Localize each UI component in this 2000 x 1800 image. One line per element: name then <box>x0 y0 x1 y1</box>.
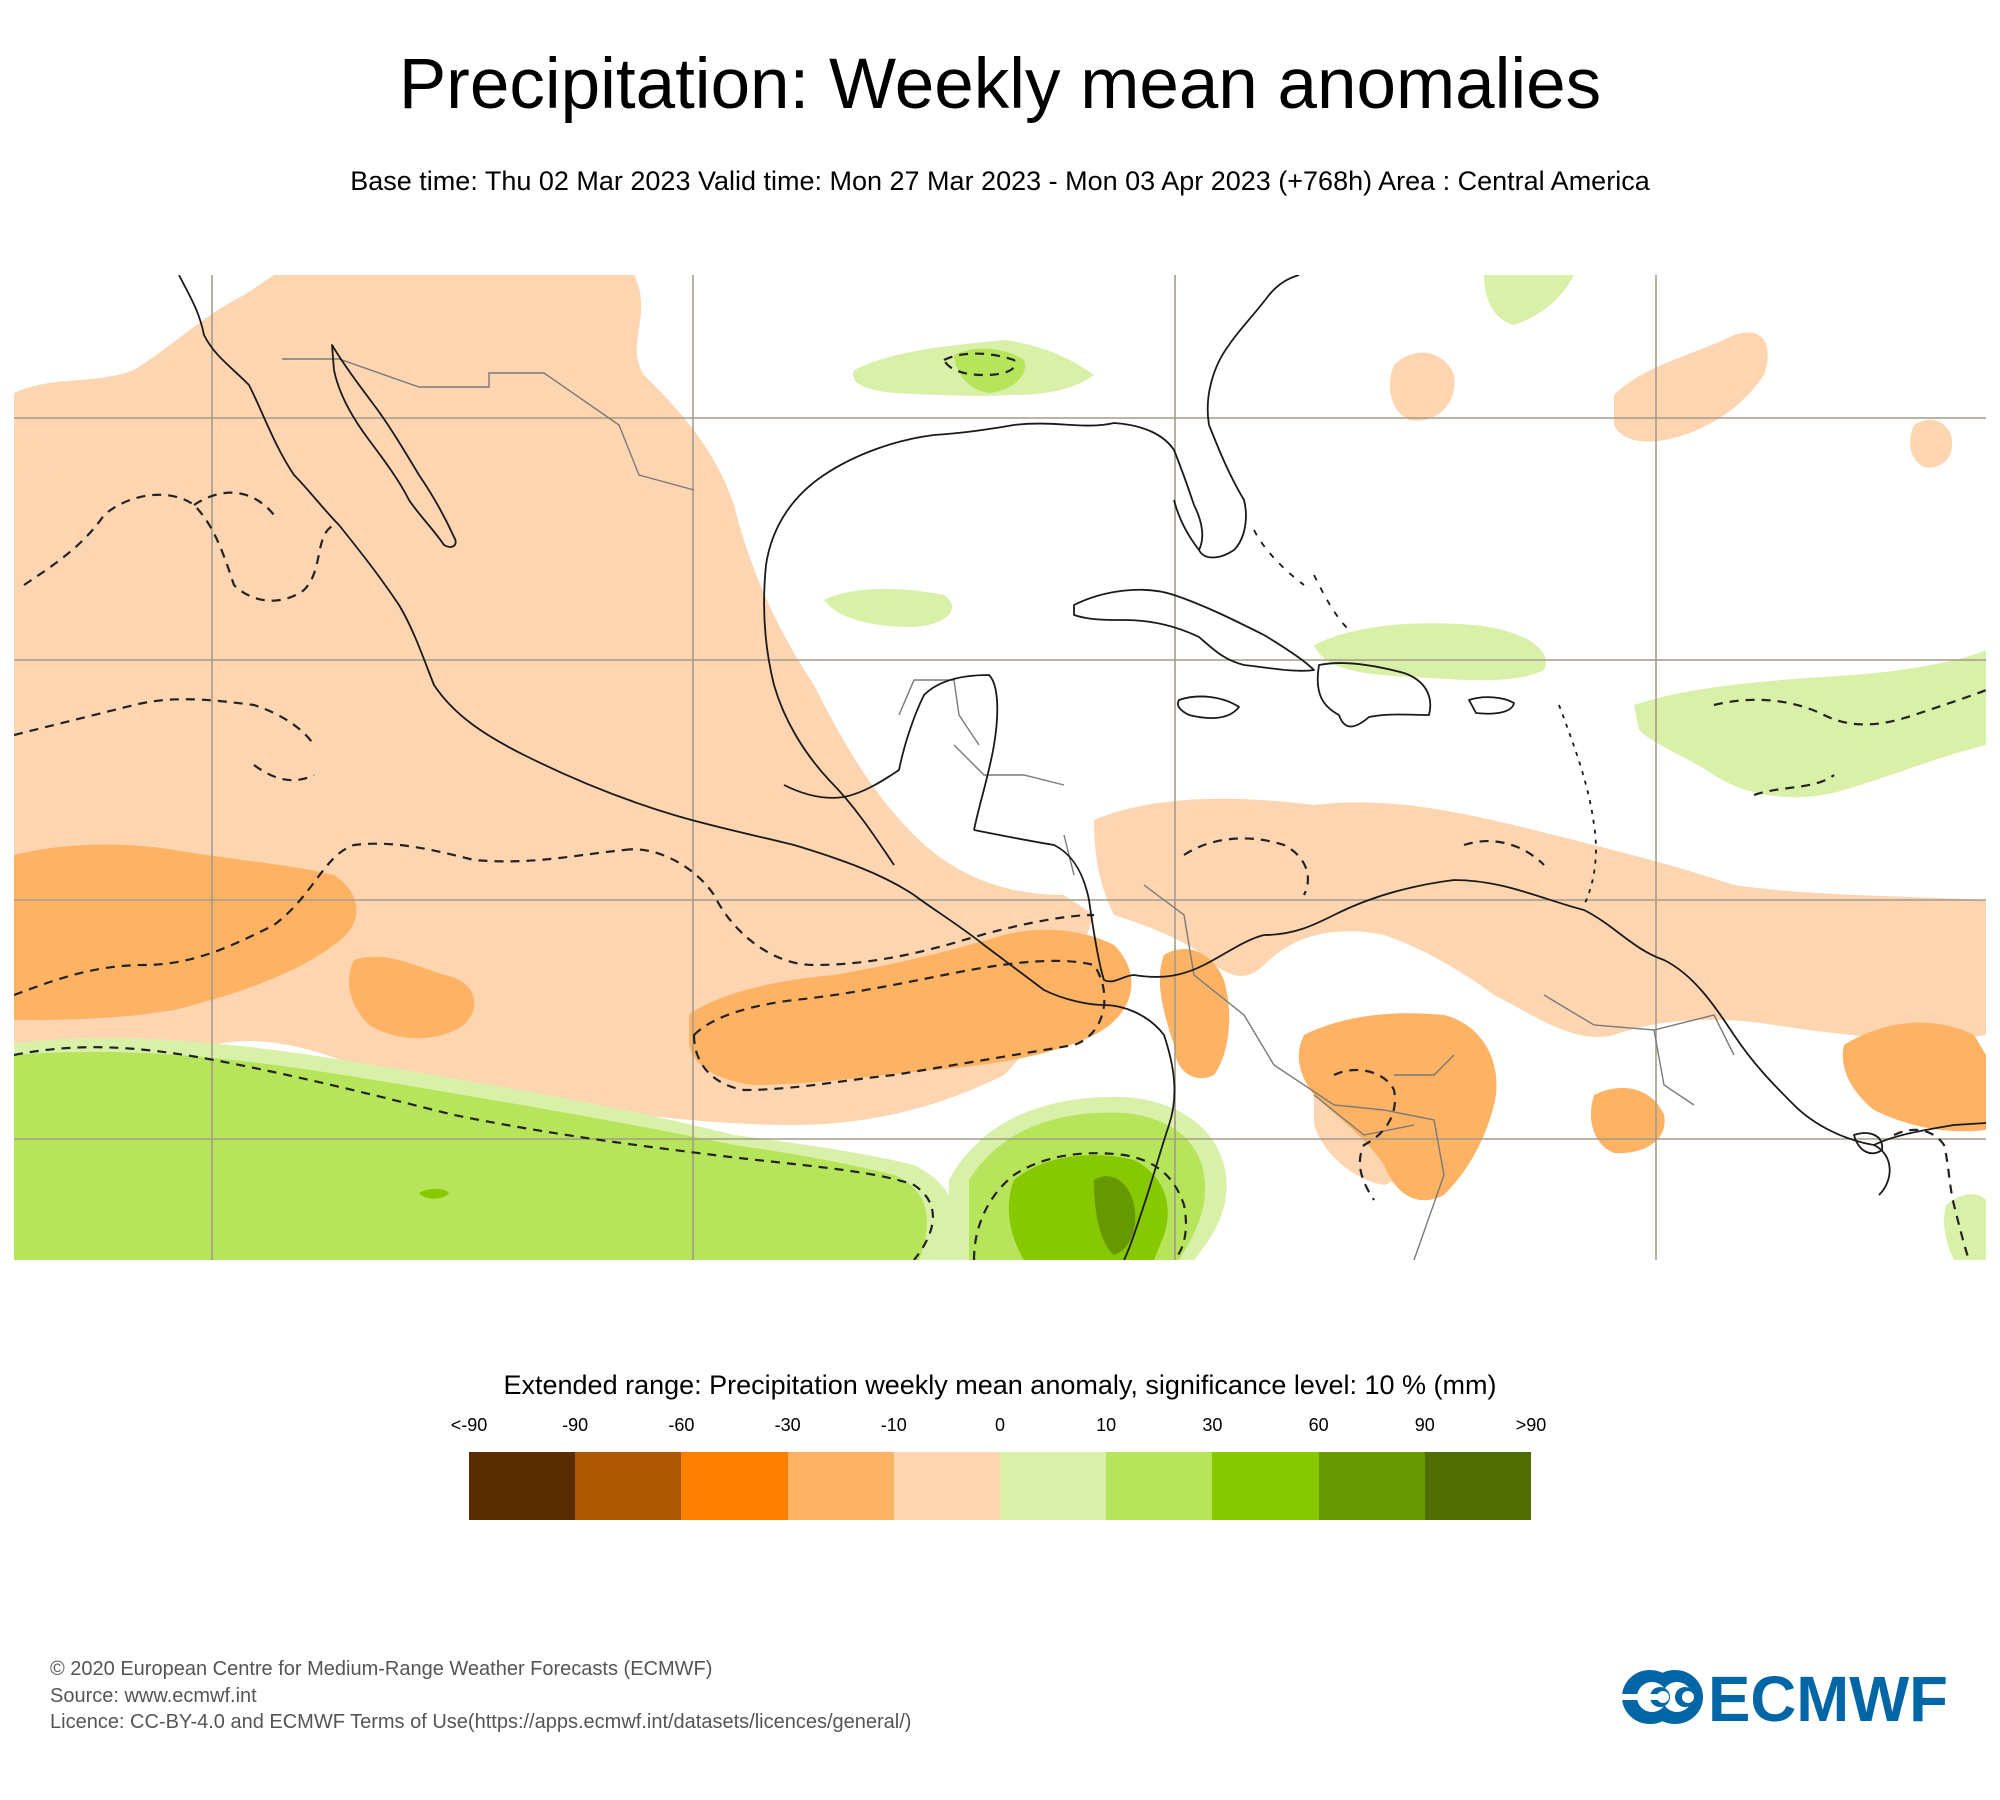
footer-source: Source: www.ecmwf.int <box>50 1684 257 1707</box>
legend-tick-label: 60 <box>1308 1415 1329 1435</box>
anomaly-area <box>1910 420 1953 468</box>
anomaly-area <box>1484 275 1574 325</box>
significance-contour <box>1333 1068 1397 1201</box>
significance-contours <box>14 352 1986 1260</box>
florida-tip <box>1173 424 1247 559</box>
anomaly-area <box>824 588 953 627</box>
significance-contour <box>14 842 1095 997</box>
gulf-coast-mexico-us <box>763 422 1204 866</box>
us-mexico-border <box>282 358 695 491</box>
footer-copyright: © 2020 European Centre for Medium-Range … <box>50 1658 713 1680</box>
baja-california <box>331 344 457 548</box>
anomaly-area <box>419 1188 449 1199</box>
anomaly-area <box>1094 798 1986 1040</box>
anomaly-area <box>1634 650 1986 798</box>
coastlines <box>178 275 1986 1260</box>
anomaly-area <box>14 1051 927 1260</box>
puerto-rico <box>1468 696 1515 715</box>
ecmwf-logo: ECMWF <box>1620 1664 1948 1730</box>
trinidad <box>1853 1132 1883 1155</box>
anomaly-area <box>954 348 1025 393</box>
jamaica <box>1176 695 1240 719</box>
footer: © 2020 European Centre for Medium-Range … <box>50 1656 911 1736</box>
legend-box <box>893 1452 1000 1520</box>
legend-box <box>1106 1452 1213 1520</box>
anomaly-area <box>1159 949 1230 1079</box>
legend-box <box>787 1452 894 1520</box>
chart-subtitle: Base time: Thu 02 Mar 2023 Valid time: M… <box>350 166 1650 196</box>
anomaly-area <box>349 956 475 1039</box>
anomaly-area <box>14 432 64 480</box>
significance-contour <box>1893 1128 1971 1260</box>
legend-box <box>469 1452 576 1520</box>
legend-box <box>1212 1452 1319 1520</box>
legend-tick-label: 0 <box>994 1415 1006 1435</box>
legend-box <box>1318 1452 1425 1520</box>
significance-contour <box>14 1046 934 1260</box>
central-america-caribbean-coast <box>973 829 1891 1196</box>
anomaly-layer-m30-m10 <box>14 844 1986 1201</box>
anomaly-area <box>1842 1022 1986 1132</box>
footer-licence: Licence: CC-BY-4.0 and ECMWF Terms of Us… <box>50 1711 912 1733</box>
significance-contour <box>942 352 1017 377</box>
hispaniola <box>1316 662 1432 728</box>
anomaly-area <box>1944 1194 1986 1260</box>
significance-contour <box>14 698 315 782</box>
lesser-antilles <box>1558 704 1597 906</box>
anomaly-area <box>1094 1176 1136 1255</box>
legend-title: Extended range: Precipitation weekly mea… <box>503 1370 1497 1400</box>
legend-tick-label: -90 <box>562 1415 589 1435</box>
pacific-coast-mexico <box>178 275 915 896</box>
south-america-east-coast <box>1873 1122 1986 1146</box>
ecmwf-logo-text: ECMWF <box>1708 1664 1948 1730</box>
legend-box <box>575 1452 682 1520</box>
anomaly-area <box>1389 352 1455 421</box>
precipitation-anomaly-map <box>14 275 1986 1260</box>
legend-tick-label: 90 <box>1414 1415 1435 1435</box>
anomaly-area <box>1590 1087 1665 1154</box>
significance-contour <box>692 959 1106 1092</box>
legend-tick-label: 10 <box>1096 1415 1117 1435</box>
legend-color-bar <box>469 1452 1531 1520</box>
legend-tick-label: -60 <box>668 1415 695 1435</box>
cuba <box>1073 588 1315 672</box>
legend-box <box>1424 1452 1531 1520</box>
south-america-borders <box>1143 884 1735 1260</box>
anomaly-area <box>1614 332 1768 442</box>
legend-box <box>999 1452 1107 1520</box>
significance-contour <box>1183 837 1545 896</box>
bahamas <box>1253 529 1350 631</box>
country-borders <box>282 358 1735 1260</box>
anomaly-area <box>14 844 357 1020</box>
legend-tick-label: 30 <box>1202 1415 1223 1435</box>
gridlines <box>14 275 1986 1260</box>
legend-tick-label: <-90 <box>450 1415 488 1435</box>
legend-tick-label: >90 <box>1515 1415 1547 1435</box>
florida-peninsula <box>1206 275 1300 426</box>
legend-box <box>681 1452 788 1520</box>
chart-title: Precipitation: Weekly mean anomalies <box>398 45 1602 124</box>
significance-contour <box>972 1152 1188 1260</box>
map-panel <box>14 275 1986 1260</box>
significance-contour <box>23 491 335 602</box>
central-america-pacific-coast <box>913 894 1176 1260</box>
yucatan-peninsula <box>783 674 999 831</box>
legend-tick-label: -10 <box>880 1415 907 1435</box>
guatemala-border <box>898 679 980 746</box>
legend-tick-label: -30 <box>774 1415 801 1435</box>
significance-contour <box>1713 688 1986 797</box>
anomaly-layer-60-90 <box>1094 1176 1136 1255</box>
anomaly-area <box>1298 1013 1497 1201</box>
anomaly-area <box>689 929 1132 1085</box>
